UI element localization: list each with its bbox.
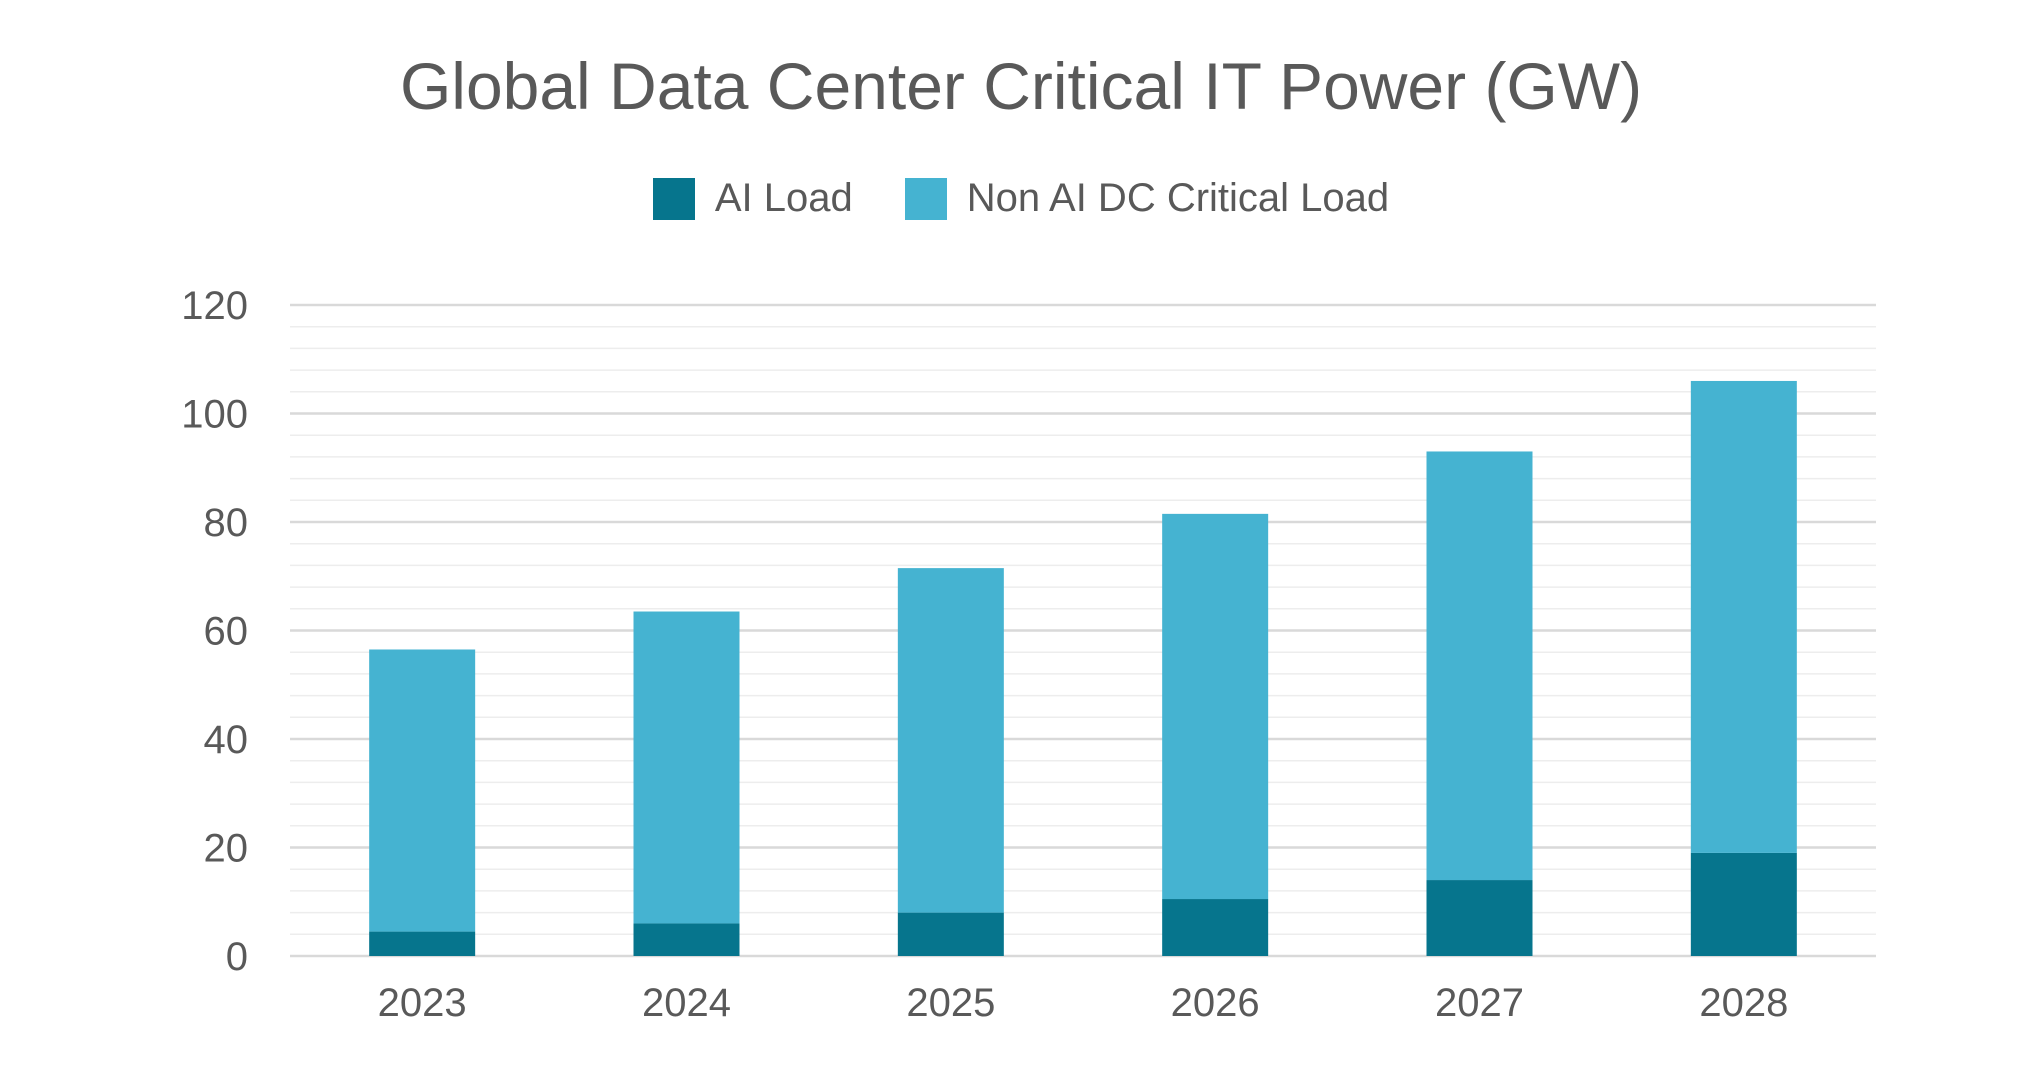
bar-ai-load [1426,880,1533,956]
y-tick-label: 0 [226,935,248,979]
legend-item-ai-load: AI Load [652,176,853,221]
x-tick-label: 2024 [642,981,731,1025]
x-tick-label: 2026 [1171,981,1260,1025]
legend-label-ai-load: AI Load [714,176,853,220]
x-tick-label: 2025 [906,981,995,1025]
bar-ai-load [633,923,740,956]
y-tick-label: 100 [181,393,248,437]
y-tick-label: 60 [204,610,249,654]
legend-label-non-ai-load: Non AI DC Critical Load [966,176,1390,220]
bar-ai-load [1690,852,1797,956]
legend-item-non-ai-load: Non AI DC Critical Load [904,176,1390,221]
y-tick-label: 20 [204,827,249,871]
chart-title: Global Data Center Critical IT Power (GW… [399,49,1643,123]
bar-non-ai-load [897,568,1004,913]
y-tick-label: 120 [181,284,248,328]
bar-non-ai-load [1162,513,1269,900]
bar-non-ai-load [369,649,476,932]
legend: AI Load Non AI DC Critical Load [0,176,2042,221]
bar-non-ai-load [1426,451,1533,881]
legend-swatch-non-ai-load [904,177,947,220]
bar-ai-load [369,931,476,956]
y-tick-label: 80 [204,501,249,545]
x-tick-label: 2023 [378,981,467,1025]
bar-non-ai-load [1690,380,1797,853]
legend-swatch-ai-load [652,177,695,220]
y-tick-label: 40 [204,718,249,762]
bar-ai-load [897,912,1004,956]
x-tick-label: 2027 [1435,981,1524,1025]
x-tick-label: 2028 [1699,981,1788,1025]
bar-ai-load [1162,899,1269,956]
bar-non-ai-load [633,611,740,924]
